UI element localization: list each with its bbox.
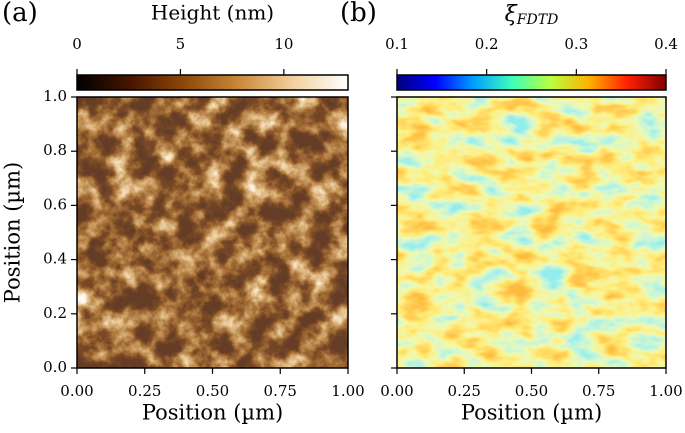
colorbar-tick-label: 5 <box>176 35 186 53</box>
panel-label: (a) <box>2 0 38 28</box>
x-tick-label: 1.00 <box>331 382 364 400</box>
x-tick-label: 0.75 <box>264 382 297 400</box>
y-tick-label: 0.4 <box>43 250 67 268</box>
x-axis-label: Position (µm) <box>461 401 602 425</box>
y-tick-label: 0.2 <box>43 304 67 322</box>
colorbar-tick-label: 0.1 <box>385 35 409 53</box>
x-tick-label: 0.25 <box>128 382 161 400</box>
x-tick-label: 0.00 <box>60 382 93 400</box>
colorbar-tick-label: 0.4 <box>654 35 678 53</box>
y-tick-label: 1.0 <box>43 87 67 105</box>
panel-label: (b) <box>340 0 377 28</box>
x-tick-label: 0.50 <box>515 382 548 400</box>
x-tick-label: 1.00 <box>649 382 682 400</box>
xi-map <box>397 97 666 368</box>
colorbar-tick-label: 0.2 <box>475 35 499 53</box>
colorbar-label: Height (nm) <box>151 1 274 25</box>
x-tick-label: 0.75 <box>582 382 615 400</box>
y-axis-label: Position (µm) <box>1 162 25 303</box>
y-tick-label: 0.0 <box>43 358 67 376</box>
colorbar-tick-label: 10 <box>274 35 293 53</box>
x-axis-label: Position (µm) <box>142 401 283 425</box>
colorbar-tick-label: 0.3 <box>564 35 588 53</box>
colorbar-label: ξFDTD <box>505 2 559 28</box>
y-tick-label: 0.6 <box>43 195 67 213</box>
colorbar <box>396 74 667 91</box>
colorbar-tick-label: 0 <box>72 35 82 53</box>
y-tick-label: 0.8 <box>43 141 67 159</box>
colorbar-label-main: ξ <box>505 2 519 27</box>
x-tick-label: 0.00 <box>380 382 413 400</box>
x-tick-label: 0.25 <box>448 382 481 400</box>
x-tick-label: 0.50 <box>196 382 229 400</box>
height-map <box>77 97 348 368</box>
colorbar <box>76 74 349 91</box>
colorbar-label-sub: FDTD <box>516 12 559 28</box>
